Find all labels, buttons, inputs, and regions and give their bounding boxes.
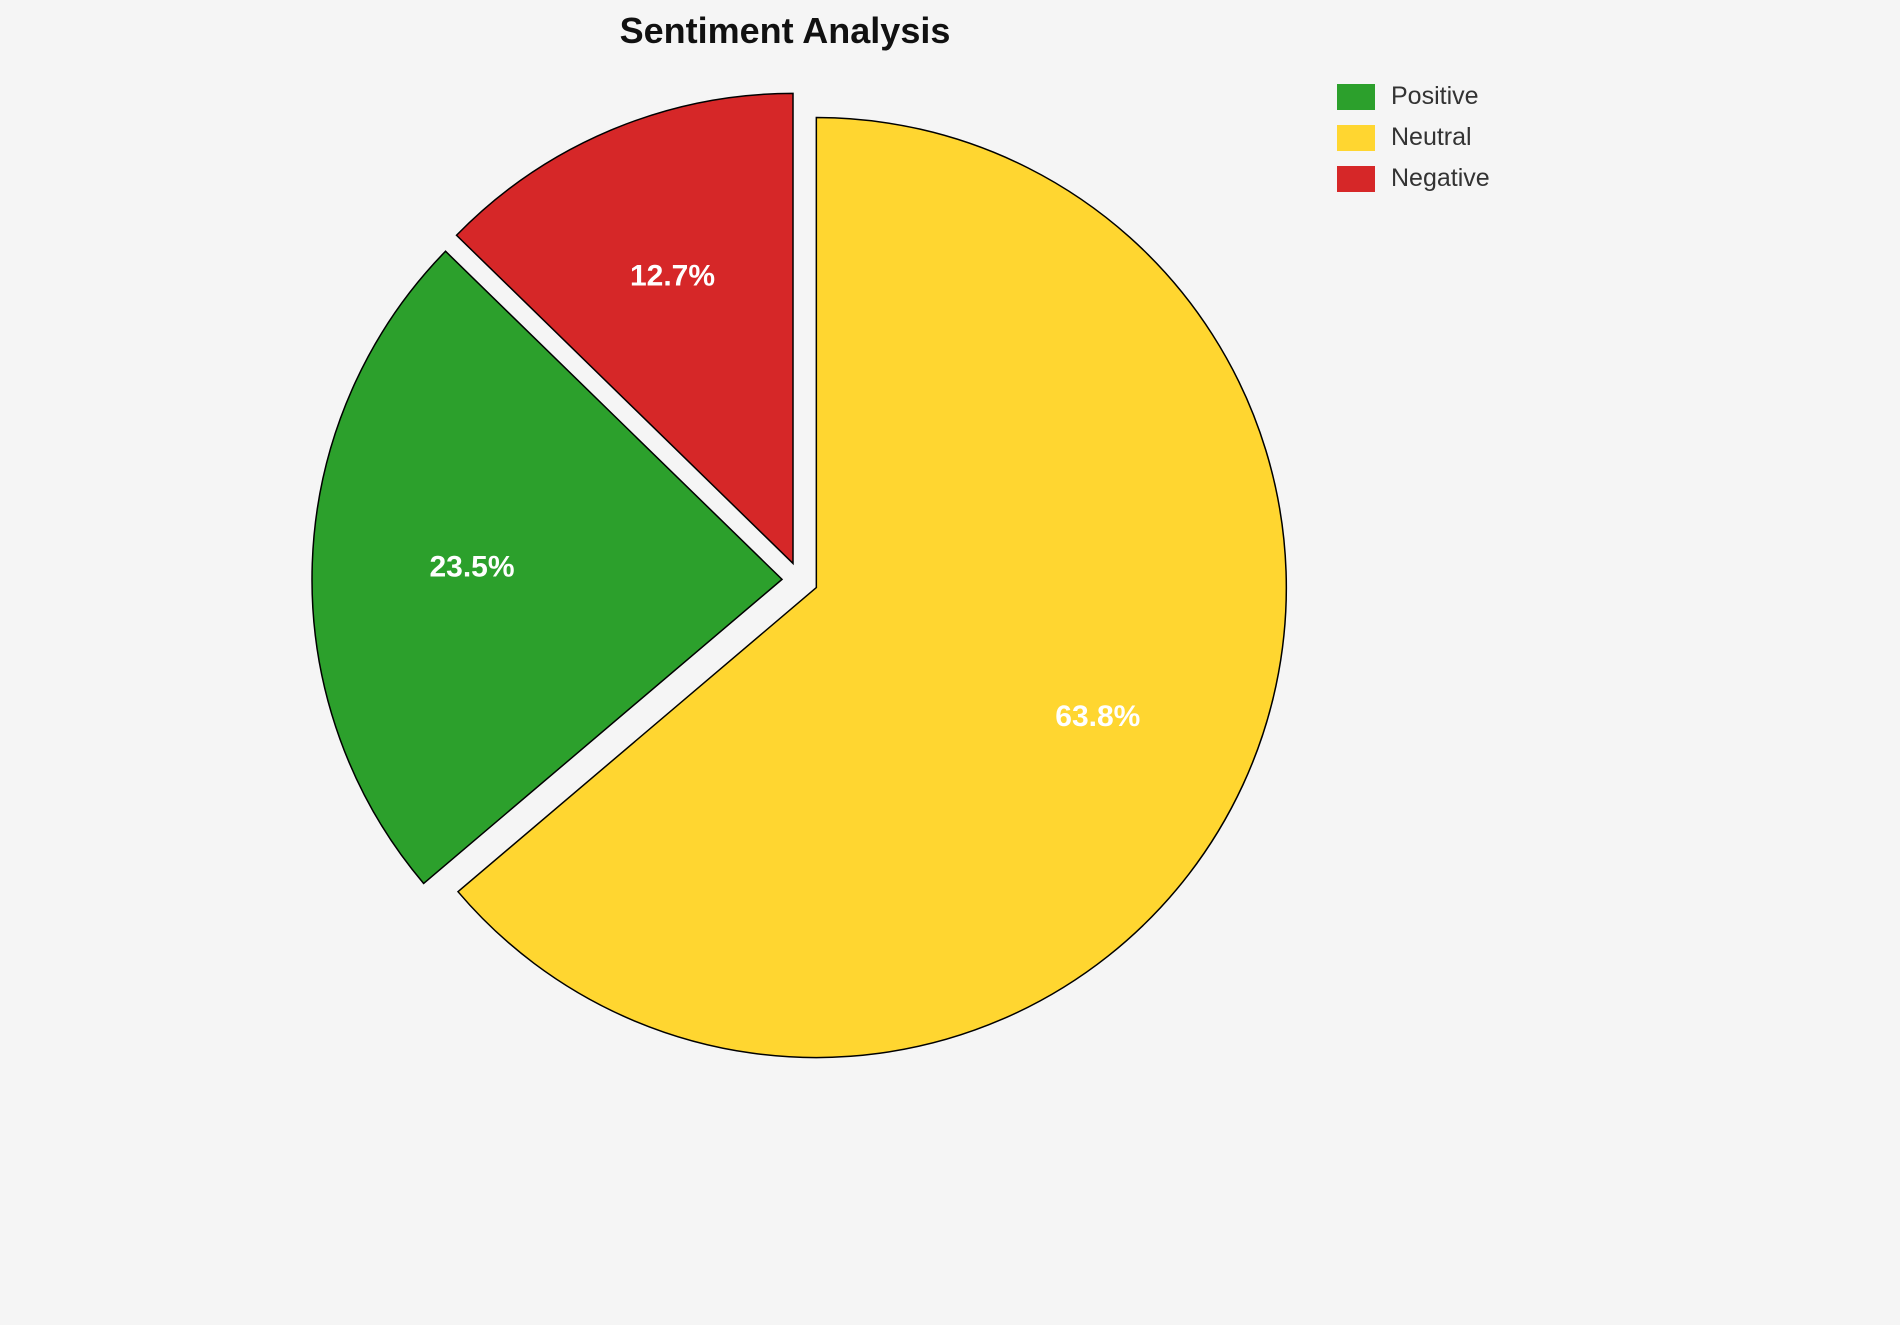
legend-swatch-neutral <box>1337 124 1375 151</box>
chart-title: Sentiment Analysis <box>619 10 951 51</box>
legend: Positive Neutral Negative <box>1337 82 1490 193</box>
legend-item-neutral[interactable]: Neutral <box>1337 123 1490 152</box>
legend-item-positive[interactable]: Positive <box>1337 82 1490 111</box>
legend-swatch-positive <box>1337 83 1375 110</box>
legend-item-negative[interactable]: Negative <box>1337 164 1490 193</box>
pie-slice-neutral[interactable] <box>456 116 1288 1059</box>
legend-label-negative: Negative <box>1391 164 1490 192</box>
legend-swatch-negative <box>1337 165 1375 192</box>
legend-label-neutral: Neutral <box>1391 123 1472 151</box>
pie-slice-negative[interactable] <box>455 92 794 566</box>
pie-slice-positive[interactable] <box>311 250 784 885</box>
legend-label-positive: Positive <box>1391 82 1479 110</box>
